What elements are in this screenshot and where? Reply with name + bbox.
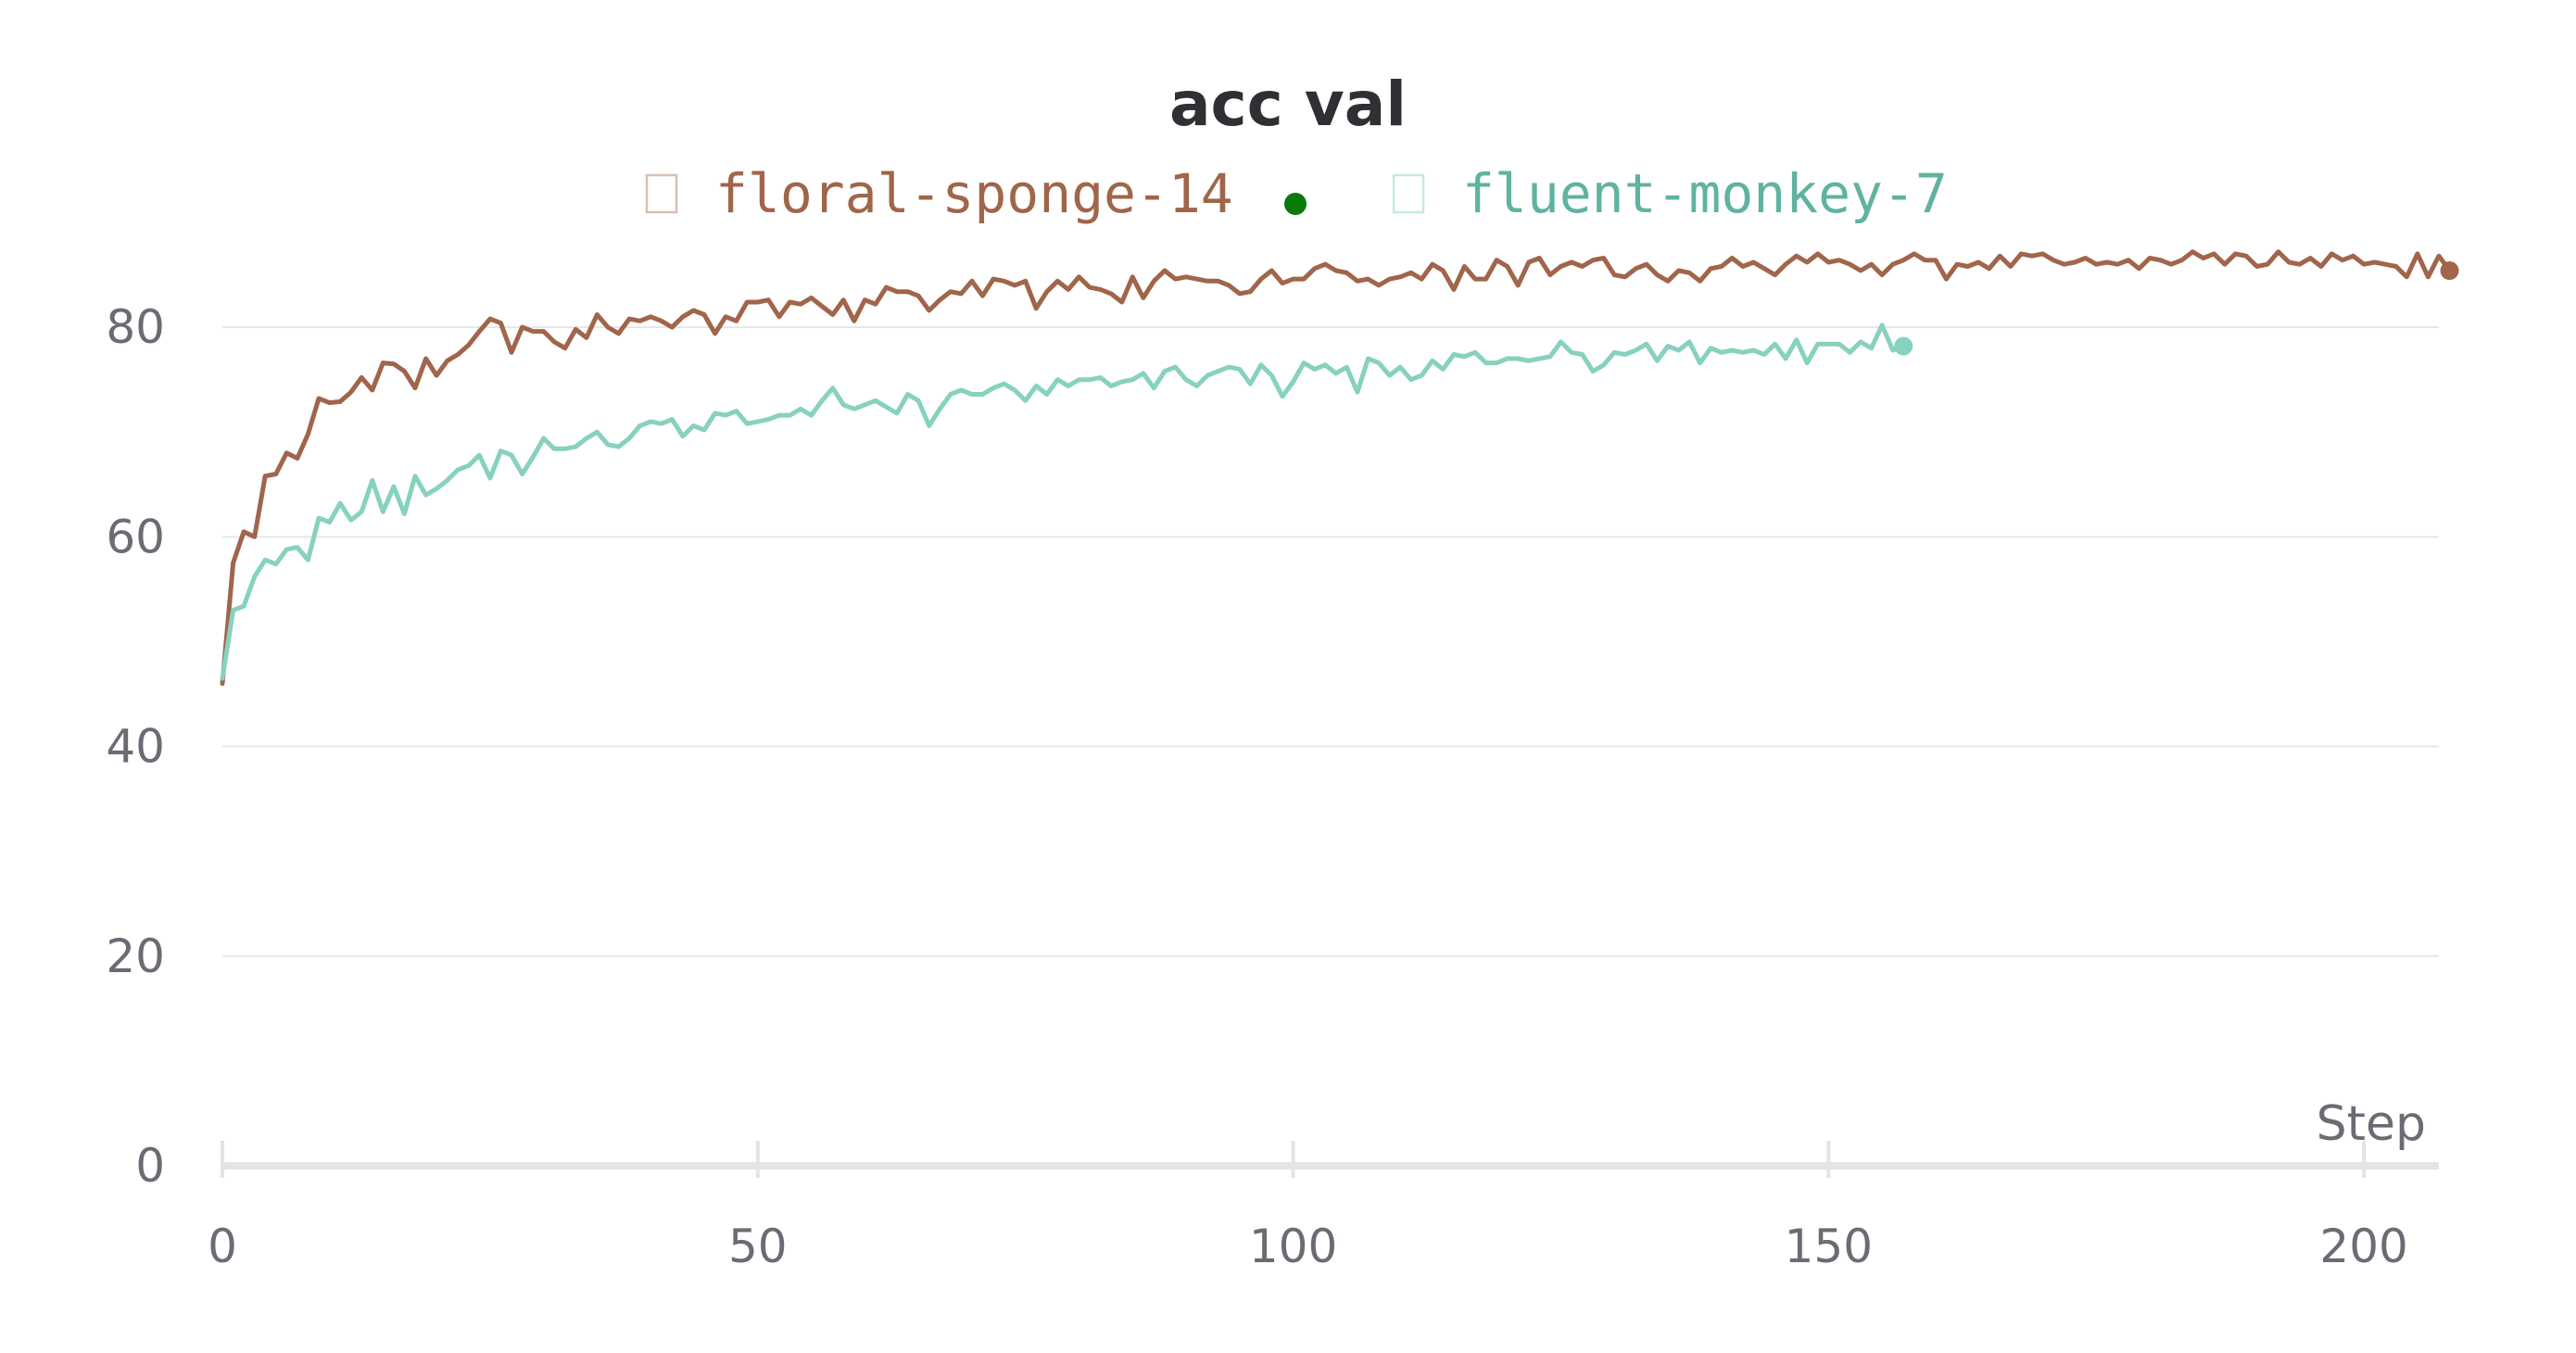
x-axis: 0 50 100 150 200 <box>208 1141 2439 1273</box>
series-line-fluent-monkey-7[interactable] <box>220 322 1906 681</box>
gridlines <box>222 326 2439 957</box>
x-tick-label: 150 <box>1785 1220 1873 1273</box>
series-lines <box>220 249 2459 687</box>
y-tick-label: 40 <box>106 720 165 774</box>
legend-label-floral-sponge-14[interactable]: floral-sponge-14 <box>715 162 1233 225</box>
y-tick-label: 20 <box>106 929 165 983</box>
x-tick-label: 100 <box>1249 1220 1337 1273</box>
legend[interactable]: floral-sponge-14 fluent-monkey-7 <box>645 162 1948 225</box>
x-tick-label: 200 <box>2319 1220 2407 1273</box>
chart-title: acc val <box>1169 69 1407 140</box>
y-axis: 0 20 40 60 80 <box>106 300 165 1193</box>
series-line-floral-sponge-14[interactable] <box>220 249 2453 687</box>
y-tick-label: 0 <box>135 1139 165 1193</box>
series-end-marker-fluent-monkey-7 <box>1894 336 1913 356</box>
series-end-marker-floral-sponge-14 <box>2440 261 2459 281</box>
run-status-dot <box>1284 193 1307 215</box>
y-tick-label: 60 <box>106 510 165 563</box>
x-tick-label: 50 <box>728 1220 788 1273</box>
legend-label-fluent-monkey-7[interactable]: fluent-monkey-7 <box>1462 162 1948 225</box>
x-tick-label: 0 <box>208 1220 237 1273</box>
legend-swatch-fluent-monkey-7[interactable] <box>1392 173 1425 214</box>
y-tick-label: 80 <box>106 300 165 354</box>
x-axis-title: Step <box>2317 1096 2426 1152</box>
legend-swatch-floral-sponge-14[interactable] <box>645 173 678 214</box>
